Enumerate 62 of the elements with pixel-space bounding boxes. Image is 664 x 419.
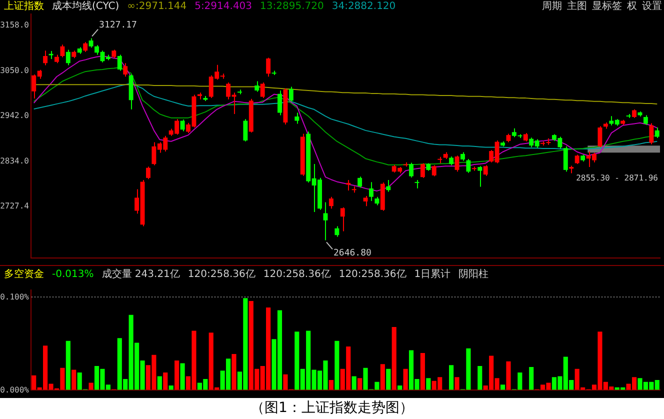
text: 显标签 bbox=[592, 0, 622, 13]
chart-subtitle: 成本均线(CYC) bbox=[52, 0, 120, 13]
bar bbox=[72, 370, 76, 390]
band-label: 2855.30 - 2871.96 bbox=[576, 174, 658, 183]
bar bbox=[363, 368, 368, 390]
text: 成交量 243.21亿 bbox=[102, 268, 180, 281]
bar bbox=[478, 366, 482, 390]
y-tick-label: 3158.0 bbox=[0, 20, 30, 30]
text: 设置 bbox=[642, 0, 662, 13]
bar bbox=[403, 368, 408, 390]
chart-subtitle: -0.013% bbox=[52, 268, 94, 281]
annotation: 3127.17 bbox=[99, 20, 137, 31]
y-tick-label: 0.100% bbox=[0, 292, 30, 302]
bar bbox=[283, 374, 288, 390]
bar bbox=[174, 360, 180, 390]
bar bbox=[88, 382, 94, 390]
bar bbox=[449, 365, 454, 390]
text: 13:2895.720 bbox=[260, 0, 324, 13]
text: 权 bbox=[627, 0, 637, 13]
bar bbox=[358, 378, 362, 390]
bar bbox=[466, 348, 471, 390]
bar bbox=[529, 366, 534, 390]
text: 120:258.36亿 bbox=[338, 268, 406, 281]
y-tick-label: 0.000% bbox=[0, 385, 30, 394]
bar bbox=[380, 364, 385, 390]
bar bbox=[66, 340, 70, 390]
text: 周期 bbox=[542, 0, 562, 13]
text: 5:2914.403 bbox=[194, 0, 252, 13]
bar bbox=[180, 363, 185, 390]
bar bbox=[426, 378, 431, 390]
bar bbox=[420, 353, 425, 390]
bar bbox=[506, 361, 511, 390]
y-tick-label: 2834.0 bbox=[0, 156, 30, 166]
bar bbox=[352, 376, 356, 390]
text: 主图 bbox=[567, 0, 587, 13]
chart-title: 多空资金 bbox=[4, 268, 44, 281]
bar bbox=[328, 380, 334, 390]
bar bbox=[168, 386, 174, 390]
text: 120:258.36亿 bbox=[263, 268, 331, 281]
bar bbox=[232, 354, 236, 390]
text: 阴阳柱 bbox=[458, 268, 489, 281]
text: 1日累计 bbox=[414, 268, 451, 281]
bar bbox=[518, 372, 522, 390]
y-tick-label: 3050.0 bbox=[0, 66, 30, 75]
chart-title: 上证指数 bbox=[4, 0, 44, 13]
bar bbox=[77, 372, 82, 390]
text: 120:258.36亿 bbox=[188, 268, 256, 281]
bar bbox=[386, 368, 391, 390]
bar bbox=[374, 382, 380, 390]
bar bbox=[398, 386, 402, 390]
text: 34:2882.120 bbox=[332, 0, 396, 13]
bar bbox=[157, 376, 162, 390]
bar bbox=[454, 377, 460, 390]
text: （图1：上证指数走势图） bbox=[250, 399, 414, 418]
bar bbox=[392, 326, 396, 390]
y-tick-label: 2942.0 bbox=[0, 111, 30, 120]
bar bbox=[500, 384, 506, 390]
annotation: 2646.80 bbox=[333, 248, 372, 259]
bar bbox=[163, 372, 168, 390]
y-tick-label: 2727.4 bbox=[0, 201, 30, 210]
text: ∞:2971.144 bbox=[127, 0, 187, 13]
bar bbox=[334, 340, 340, 390]
